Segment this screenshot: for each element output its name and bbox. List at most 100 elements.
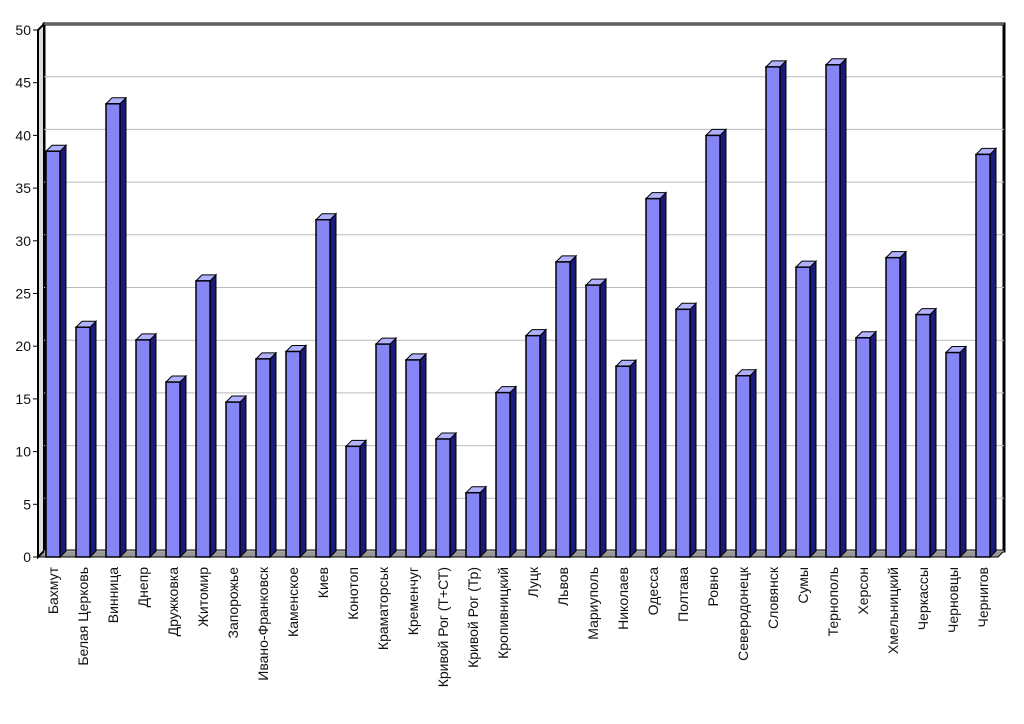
bar	[705, 134, 721, 558]
x-tick-label: Львов	[555, 567, 571, 606]
bar-side	[869, 330, 877, 559]
x-tick-label: Кропивницкий	[495, 567, 511, 659]
x-tick-label: Винница	[105, 567, 121, 623]
bar-side	[329, 212, 337, 559]
x-tick-label: Дружковка	[165, 567, 181, 637]
bar	[855, 337, 871, 558]
x-tick-label: Херсон	[855, 567, 871, 615]
x-tick-label: Житомир	[195, 567, 211, 627]
bar	[885, 256, 901, 558]
bar	[735, 374, 751, 558]
x-tick-label: Хмельницкий	[885, 567, 901, 654]
bar	[345, 445, 361, 558]
y-tick-label: 45	[15, 75, 31, 91]
bar-side	[749, 368, 757, 559]
x-tick-label: Мариуполь	[585, 567, 601, 640]
bar-side	[299, 344, 307, 559]
bar	[765, 66, 781, 558]
bar	[585, 284, 601, 558]
bar-side	[509, 385, 517, 559]
x-tick-label: Ивано-Франковск	[255, 566, 271, 681]
bar-side	[959, 345, 967, 559]
bar	[525, 334, 541, 558]
x-tick-label: Краматорськ	[375, 566, 391, 650]
x-tick-label: Северодонецк	[735, 566, 751, 661]
y-tick-label: 15	[15, 391, 31, 407]
x-tick-label: Кривой Рог (Тр)	[465, 567, 481, 668]
y-tick-label: 0	[23, 549, 31, 565]
x-tick-label: Тернополь	[825, 567, 841, 636]
bar-side	[539, 328, 547, 559]
bar	[465, 491, 481, 558]
bar	[225, 401, 241, 558]
bar-side	[929, 307, 937, 559]
bar	[315, 218, 331, 558]
y-tick-label: 5	[23, 496, 31, 512]
x-tick-label: Каменское	[285, 567, 301, 637]
bar-side	[209, 273, 217, 559]
y-tick-label: 30	[15, 233, 31, 249]
x-tick-label: Сумы	[795, 567, 811, 604]
bar	[75, 326, 91, 558]
y-tick-label: 10	[15, 444, 31, 460]
bar-side	[899, 250, 907, 559]
bar-side	[839, 57, 847, 559]
bar	[495, 391, 511, 558]
x-tick-label: Киев	[315, 567, 331, 598]
x-tick-label: Кривой Рог (Т+СТ)	[435, 567, 451, 687]
x-tick-label: Конотоп	[345, 567, 361, 620]
bar-side	[449, 431, 457, 559]
x-tick-label: Кременчуг	[405, 567, 421, 635]
x-tick-label: Запорожье	[225, 567, 241, 639]
x-tick-label: Бахмут	[45, 566, 61, 614]
bar-side	[119, 96, 127, 559]
bar	[915, 313, 931, 558]
bar	[435, 438, 451, 558]
bar-side	[809, 259, 817, 559]
bar-side	[779, 59, 787, 559]
bar	[825, 64, 841, 558]
x-tick-label: Белая Церковь	[75, 567, 91, 666]
x-tick-label: Одесса	[645, 567, 661, 616]
y-tick-label: 20	[15, 338, 31, 354]
bar-side	[599, 277, 607, 559]
x-tick-label: Черновцы	[945, 567, 961, 633]
y-tick-label: 50	[15, 22, 31, 38]
bar-side	[89, 320, 97, 559]
bar	[945, 351, 961, 558]
x-tick-label: Полтава	[675, 567, 691, 622]
bar-side	[689, 302, 697, 559]
bar-side	[659, 191, 667, 559]
bar-side	[989, 147, 997, 559]
bar-side	[269, 351, 277, 559]
bar	[645, 197, 661, 558]
bar	[285, 350, 301, 558]
bar	[195, 280, 211, 558]
bar-side	[359, 439, 367, 559]
x-tick-label: Николаев	[615, 567, 631, 630]
x-tick-label: Ровно	[705, 567, 721, 607]
bar-side	[389, 336, 397, 559]
bar	[105, 103, 121, 558]
x-tick-label: Словянск	[765, 566, 781, 629]
bar-side	[149, 332, 157, 559]
bar-side	[569, 254, 577, 559]
y-tick-label: 35	[15, 180, 31, 196]
bar	[405, 359, 421, 558]
bar-side	[59, 144, 67, 559]
bar-side	[719, 128, 727, 559]
bar	[165, 381, 181, 558]
bar-side	[179, 374, 187, 559]
bar	[795, 266, 811, 558]
bar	[675, 308, 691, 558]
x-tick-label: Луцк	[525, 566, 541, 597]
bar-side	[419, 352, 427, 559]
bar	[45, 150, 61, 558]
bar	[615, 365, 631, 558]
x-tick-label: Чернигов	[975, 567, 991, 627]
y-tick-label: 25	[15, 286, 31, 302]
bar	[255, 358, 271, 558]
bar-side	[629, 359, 637, 559]
bar	[975, 153, 991, 558]
